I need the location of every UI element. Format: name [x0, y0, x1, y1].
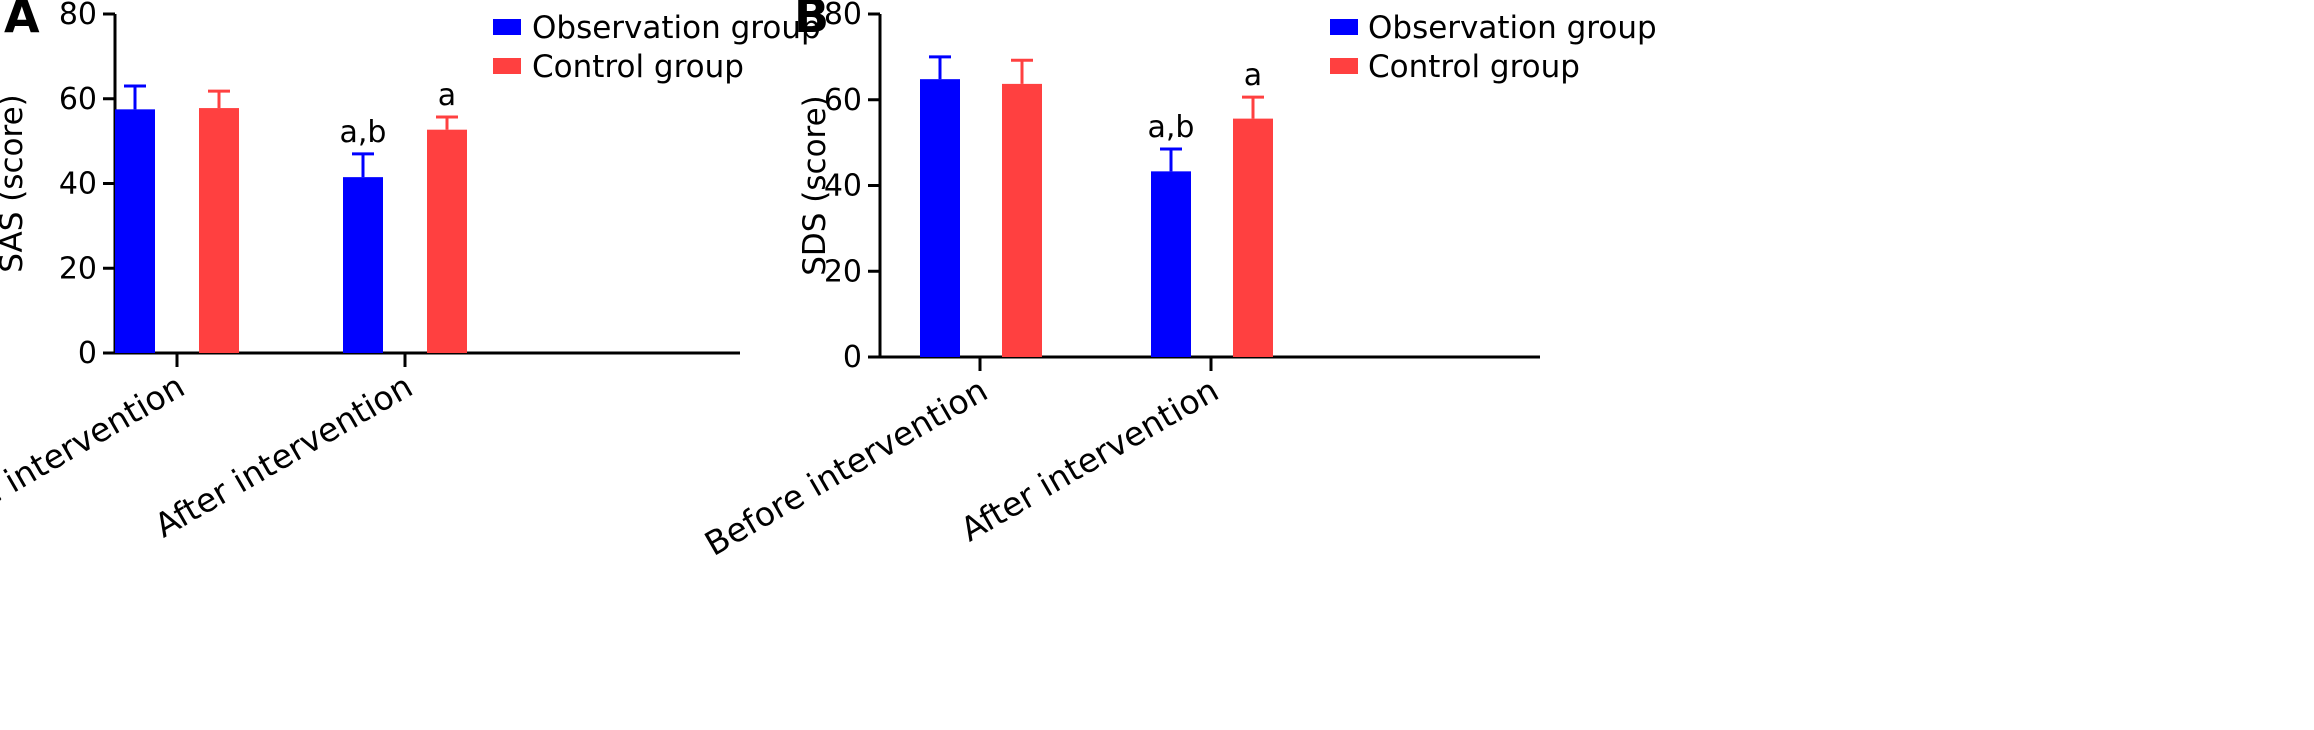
- bar-control: [1002, 83, 1042, 357]
- bar-observation: [115, 109, 155, 353]
- legend-label: Observation group: [532, 10, 821, 46]
- y-axis-title: SAS (score): [0, 94, 30, 272]
- legend-label: Control group: [532, 49, 744, 85]
- y-tick-label: 60: [824, 83, 862, 118]
- bar-observation: [1151, 171, 1191, 357]
- bar-observation: [920, 79, 960, 358]
- significance-label: a: [1244, 58, 1262, 93]
- y-tick-label: 0: [843, 340, 862, 375]
- x-category-label: Before intervention: [698, 370, 994, 563]
- legend-swatch: [1330, 19, 1358, 35]
- bar-control: [199, 108, 239, 353]
- y-tick-label: 80: [824, 0, 862, 32]
- panel-label: A: [4, 0, 40, 43]
- legend-swatch: [1330, 58, 1358, 74]
- significance-label: a: [438, 78, 456, 113]
- y-tick-label: 80: [59, 0, 97, 32]
- legend-label: Observation group: [1368, 10, 1657, 46]
- significance-label: a,b: [340, 115, 387, 150]
- legend-swatch: [493, 58, 521, 74]
- x-category-label: After intervention: [954, 370, 1225, 549]
- bar-control: [427, 129, 467, 353]
- y-tick-label: 20: [824, 254, 862, 289]
- y-tick-label: 40: [59, 167, 97, 202]
- y-tick-label: 60: [59, 82, 97, 117]
- bar-observation: [343, 177, 383, 353]
- legend-label: Control group: [1368, 49, 1580, 85]
- panel-label: B: [794, 0, 829, 43]
- y-tick-label: 40: [824, 169, 862, 204]
- bar-control: [1233, 118, 1273, 358]
- x-category-label: After intervention: [148, 366, 419, 545]
- chart-panel-B: B SDS (score) 0 20 40 60 80 Before intervention…: [698, 0, 1657, 564]
- y-axis-title: SDS (score): [797, 95, 833, 276]
- y-tick-label: 20: [59, 251, 97, 286]
- y-tick-label: 0: [78, 336, 97, 371]
- legend-swatch: [493, 19, 521, 35]
- significance-label: a,b: [1148, 110, 1195, 145]
